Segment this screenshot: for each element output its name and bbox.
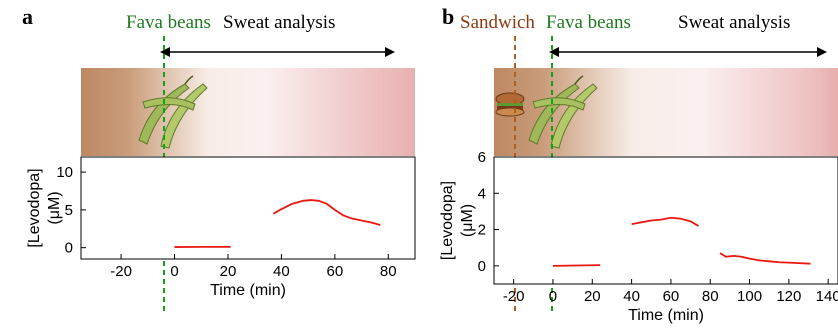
y-axis-label-unit: (μM)	[459, 204, 476, 237]
y-tick-label: 2	[478, 222, 486, 239]
levodopa-series-segment	[719, 252, 811, 265]
x-tick-label: 40	[623, 288, 640, 305]
sweat-analysis-arrow-b	[549, 47, 827, 57]
fava-beans-label-a: Fava beans	[126, 12, 211, 33]
y-tick-label: 5	[65, 202, 73, 219]
y-axis-label-unit: (μM)	[46, 191, 63, 224]
x-tick-label: 20	[584, 288, 601, 305]
x-tick-label: 80	[380, 263, 397, 280]
y-axis-label-name: [Levodopa]	[26, 168, 43, 247]
panel-letter-b: b	[442, 4, 455, 29]
x-tick-label: 0	[549, 288, 557, 305]
y-tick-label: 10	[56, 164, 73, 181]
x-axis-label: Time (min)	[628, 307, 704, 324]
x-tick-label: 80	[702, 288, 719, 305]
fava-bean-pods-image-b	[528, 75, 598, 149]
levodopa-chart-b: -20 0 20 40 60 80 100 120 140 0 2 4 6 Time (min) [Levo…	[439, 149, 838, 324]
sandwich-image-b	[495, 92, 525, 117]
levodopa-chart-a: -20 0 20 40 60 80 0 5 10 Time (min) [Levodopa] (μM)	[26, 156, 416, 299]
x-tick-label: 0	[170, 263, 178, 280]
plot-frame	[80, 156, 416, 260]
x-tick-label: 40	[273, 263, 290, 280]
x-tick-label: 120	[776, 288, 801, 305]
y-tick-label: 6	[478, 149, 486, 166]
levodopa-series-segment	[552, 264, 601, 267]
y-tick-label: 0	[65, 240, 73, 257]
y-tick-label: 4	[478, 185, 486, 202]
y-axis-label: [Levodopa] (μM)	[26, 168, 63, 247]
fava-beans-label-b: Fava beans	[546, 12, 631, 33]
sweat-analysis-label-a: Sweat analysis	[223, 12, 336, 33]
sweat-analysis-label-b: Sweat analysis	[678, 12, 791, 33]
x-tick-label: 60	[663, 288, 680, 305]
x-axis-label: Time (min)	[210, 282, 286, 299]
y-axis-label: [Levodopa] (μM)	[439, 181, 476, 260]
y-axis-label-name: [Levodopa]	[439, 181, 456, 260]
plot-frame	[493, 156, 838, 285]
x-tick-label: 20	[220, 263, 237, 280]
x-tick-label: 100	[737, 288, 762, 305]
x-tick-label: 140	[816, 288, 838, 305]
y-tick-label: 0	[478, 258, 486, 275]
x-tick-label: -20	[110, 263, 132, 280]
x-tick-label: -20	[503, 288, 525, 305]
fava-bean-pods-image-a	[138, 75, 208, 149]
panel-letter-a: a	[22, 4, 33, 29]
timeline-strip-a	[81, 68, 415, 156]
levodopa-series-segment	[631, 216, 699, 227]
sweat-analysis-arrow-a	[160, 47, 395, 57]
sandwich-label-b: Sandwich	[460, 12, 535, 33]
levodopa-series-segment	[272, 199, 381, 226]
x-tick-label: 60	[326, 263, 343, 280]
